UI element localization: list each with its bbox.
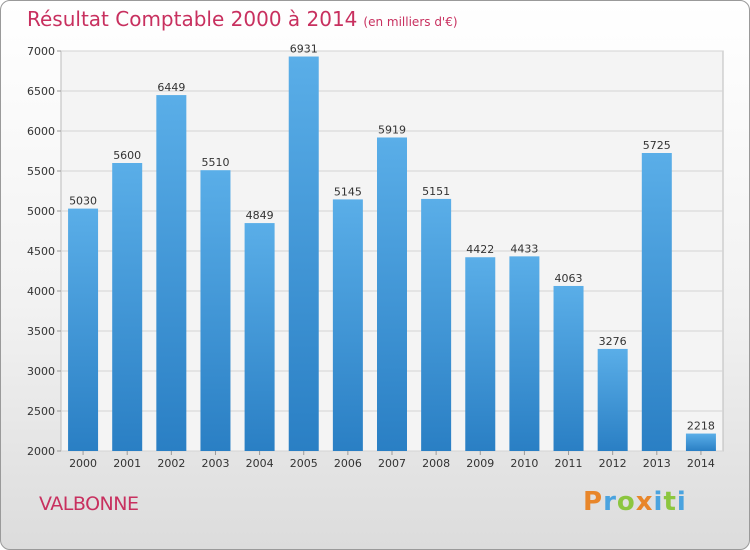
data-label: 5919	[378, 123, 406, 136]
data-label: 5725	[643, 139, 671, 152]
data-label: 6931	[290, 43, 318, 56]
logo-letter: x	[635, 487, 654, 517]
logo-letter: t	[663, 487, 677, 517]
logo-letter: P	[583, 487, 604, 517]
x-axis-labels: 2000 2001 2002 2003 2004 2005 2006 2007 2008 2009…	[69, 451, 715, 470]
data-label: 5145	[334, 185, 362, 198]
data-label: 5030	[69, 195, 97, 208]
x-tick-label: 2000	[69, 457, 97, 470]
chart-subtitle: (en milliers d'€)	[363, 15, 458, 29]
bar	[68, 208, 99, 451]
bar	[465, 257, 496, 451]
chart-title-text: Résultat Comptable 2000 à 2014	[27, 7, 358, 31]
data-label: 4422	[466, 243, 494, 256]
x-tick-label: 2001	[113, 457, 141, 470]
x-tick-label: 2014	[687, 457, 715, 470]
y-tick-label: 5500	[27, 165, 55, 178]
data-label: 6449	[157, 81, 185, 94]
bar	[509, 256, 540, 451]
logo-letter: r	[603, 487, 617, 517]
data-label: 5151	[422, 185, 450, 198]
data-label: 5510	[201, 156, 229, 169]
bars: 5030 5600 6449 5510 4849 6931 5145 5919 5151 4422…	[68, 43, 716, 452]
data-label: 4063	[555, 272, 583, 285]
proxiti-logo: Proxiti	[583, 487, 687, 517]
y-tick-label: 3500	[27, 325, 55, 338]
y-axis-labels: 2000 2500 3000 3500 4000 4500 5000 5500 6000 6500…	[27, 45, 55, 458]
chart-title: Résultat Comptable 2000 à 2014 (en millie…	[27, 7, 458, 31]
y-tick-label: 2500	[27, 405, 55, 418]
y-tick-label: 3000	[27, 365, 55, 378]
bar	[156, 95, 187, 451]
y-tick-label: 7000	[27, 45, 55, 58]
location-label: VALBONNE	[39, 493, 139, 515]
y-tick-label: 2000	[27, 445, 55, 458]
x-tick-label: 2004	[246, 457, 274, 470]
data-label: 3276	[599, 335, 627, 348]
x-tick-label: 2005	[290, 457, 318, 470]
data-label: 4849	[246, 209, 274, 222]
bar	[685, 433, 716, 451]
bar	[597, 348, 628, 451]
bar	[332, 199, 363, 451]
y-tick-label: 5000	[27, 205, 55, 218]
bar	[553, 285, 584, 451]
bar	[244, 223, 275, 451]
x-tick-label: 2013	[643, 457, 671, 470]
x-tick-label: 2007	[378, 457, 406, 470]
data-label: 2218	[687, 420, 715, 433]
data-label: 4433	[510, 242, 538, 255]
data-label: 5600	[113, 149, 141, 162]
bar	[200, 170, 231, 451]
x-tick-label: 2002	[157, 457, 185, 470]
x-tick-label: 2010	[510, 457, 538, 470]
logo-letter: o	[616, 487, 636, 517]
bar	[377, 137, 407, 452]
x-tick-label: 2003	[201, 457, 229, 470]
bar	[288, 56, 319, 452]
x-tick-label: 2011	[555, 457, 583, 470]
x-tick-label: 2006	[334, 457, 362, 470]
bar	[112, 163, 143, 451]
logo-letter: i	[653, 487, 664, 517]
x-tick-label: 2012	[599, 457, 627, 470]
bar	[421, 198, 452, 451]
x-tick-label: 2009	[466, 457, 494, 470]
y-tick-label: 6000	[27, 125, 55, 138]
logo-letter: i	[676, 487, 687, 517]
y-tick-label: 4000	[27, 285, 55, 298]
y-tick-label: 4500	[27, 245, 55, 258]
bar	[641, 153, 672, 451]
y-tick-label: 6500	[27, 85, 55, 98]
x-tick-label: 2008	[422, 457, 450, 470]
